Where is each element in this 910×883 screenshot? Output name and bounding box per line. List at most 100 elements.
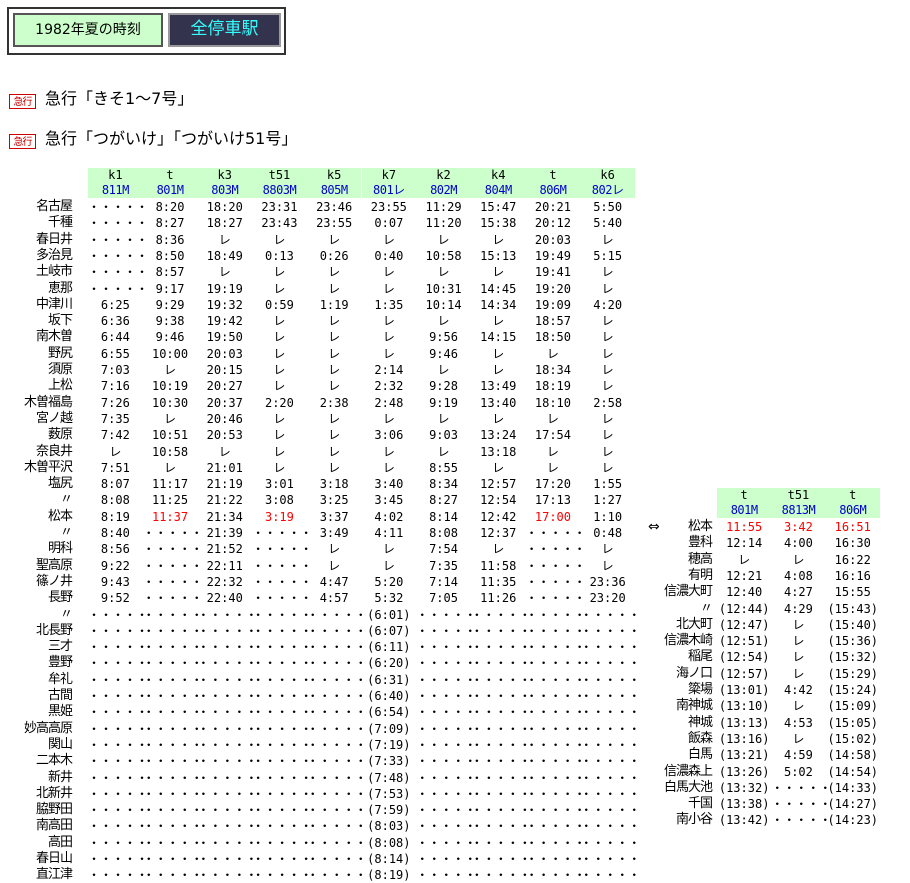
time-cell: ・・・・・ <box>88 232 149 247</box>
station-name: 春日井 <box>35 231 73 247</box>
time-cell: レ <box>273 232 286 247</box>
time-cell: レ <box>492 232 505 247</box>
time-cell: ・・・・・ <box>88 819 149 834</box>
time-cell: ・・・・・ <box>197 868 258 883</box>
time-cell: (8:03) <box>367 819 411 834</box>
time-cell: ・・・・・ <box>88 248 149 263</box>
time-cell: ・・・・・ <box>142 721 203 736</box>
time-cell: 11:25 <box>151 493 189 508</box>
time-cell: ・・・・・ <box>525 835 586 850</box>
station-name: 明科 <box>47 541 73 557</box>
time-cell: ・・・・・ <box>306 868 367 883</box>
time-cell: ・・・・・ <box>470 803 531 818</box>
train-code-header: k1 <box>88 168 143 183</box>
time-cell: 23:46 <box>316 200 353 214</box>
time-cell: ・・・・・ <box>525 591 586 606</box>
time-cell: ・・・・・ <box>470 786 531 801</box>
time-cell: ・・・・・ <box>525 607 586 622</box>
train-number-header: 803M <box>197 183 253 198</box>
time-cell: 18:57 <box>534 314 571 329</box>
time-cell: ・・・・・ <box>142 558 203 573</box>
time-cell: レ <box>601 428 614 443</box>
time-cell: ・・・・・ <box>306 786 367 801</box>
branch-time-cell: (15:40) <box>827 617 879 632</box>
time-cell: レ <box>273 314 286 329</box>
time-cell: 13:40 <box>480 395 517 410</box>
time-cell: ・・・・・ <box>525 819 586 834</box>
branch-station-name: 神城 <box>687 714 713 730</box>
time-cell: レ <box>601 265 614 280</box>
time-cell: 2:32 <box>374 379 404 394</box>
time-cell: ・・・・・ <box>197 623 258 638</box>
time-cell: 10:51 <box>151 428 189 443</box>
station-name: 坂下 <box>47 313 73 329</box>
time-cell: ・・・・・ <box>470 623 531 638</box>
branch-station-name: 穂高 <box>687 551 713 567</box>
time-cell: 14:45 <box>480 281 517 296</box>
time-cell: ・・・・・ <box>580 868 641 883</box>
train-number-header: 806M <box>525 183 581 198</box>
branch-station-name: 〃 <box>699 600 713 616</box>
time-cell: ・・・・・ <box>580 754 641 769</box>
branch-time-cell: (15:29) <box>827 666 879 681</box>
time-cell: ・・・・・ <box>306 835 367 850</box>
time-cell: ・・・・・ <box>88 852 149 866</box>
time-cell: ・・・・・ <box>88 200 149 214</box>
branch-time-cell: (14:23) <box>827 813 879 828</box>
train-name: 急行「つがいけ」「つがいけ51号」 <box>45 129 298 148</box>
time-cell: 0:48 <box>593 526 623 540</box>
time-cell: 9:38 <box>155 314 185 329</box>
time-cell: 5:50 <box>593 200 623 214</box>
time-cell: レ <box>273 265 286 280</box>
time-cell: ・・・・・ <box>197 852 258 866</box>
time-cell: 19:20 <box>534 281 571 296</box>
branch-train-number-header: 806M <box>825 503 880 518</box>
branch-time-cell: (13:16) <box>718 731 770 746</box>
time-cell: 9:56 <box>429 330 458 345</box>
branch-time-cell: 11:55 <box>726 520 763 534</box>
time-cell: レ <box>437 265 450 280</box>
time-cell: 9:46 <box>429 346 458 361</box>
time-cell: ・・・・・ <box>306 770 367 785</box>
time-cell: ・・・・・ <box>416 819 477 834</box>
time-cell: ・・・・・ <box>580 607 641 622</box>
time-cell: 23:31 <box>261 200 298 214</box>
time-cell: ・・・・・ <box>525 754 586 769</box>
time-cell: ・・・・・ <box>306 819 367 834</box>
station-name: 豊野 <box>47 655 73 671</box>
time-cell: 15:38 <box>480 216 517 231</box>
time-cell: ・・・・・ <box>197 819 258 834</box>
time-cell: ・・・・・ <box>306 721 367 736</box>
all-stations-button[interactable]: 全停車駅 <box>168 13 281 47</box>
station-name: 多治見 <box>35 247 73 263</box>
branch-time-cell: 4:27 <box>783 585 813 600</box>
time-cell: 4:11 <box>374 526 404 540</box>
branch-time-cell: 4:29 <box>783 601 813 616</box>
time-cell: ・・・・・ <box>197 705 258 720</box>
time-cell: ・・・・・ <box>306 754 367 769</box>
time-cell: レ <box>328 542 341 557</box>
time-cell: 11:26 <box>480 591 517 606</box>
branch-time-cell: (13:26) <box>718 764 770 779</box>
station-name: 恵那 <box>47 280 73 296</box>
time-cell: 19:49 <box>534 248 571 263</box>
time-cell: ・・・・・ <box>142 574 203 589</box>
time-cell: ・・・・・ <box>580 737 641 752</box>
time-cell: ・・・・・ <box>88 689 149 703</box>
time-cell: 1:19 <box>319 297 349 312</box>
time-cell: 8:55 <box>429 460 458 475</box>
time-cell: ・・・・・ <box>197 640 258 655</box>
station-name: 長野 <box>47 590 73 606</box>
time-cell: 7:51 <box>100 460 130 475</box>
year-tab-button[interactable]: 1982年夏の時刻 <box>13 13 163 47</box>
time-cell: ・・・・・ <box>470 852 531 866</box>
branch-station-name: 松本 <box>687 519 713 534</box>
time-cell: ・・・・・ <box>197 721 258 736</box>
time-cell: レ <box>601 558 614 573</box>
header-box: 1982年夏の時刻 全停車駅 <box>7 7 286 55</box>
train-code-header: k7 <box>361 168 417 183</box>
branch-time-cell: 16:22 <box>834 552 871 567</box>
time-cell: 23:55 <box>370 200 407 214</box>
time-cell: ・・・・・ <box>252 737 313 752</box>
time-cell: ・・・・・ <box>197 835 258 850</box>
